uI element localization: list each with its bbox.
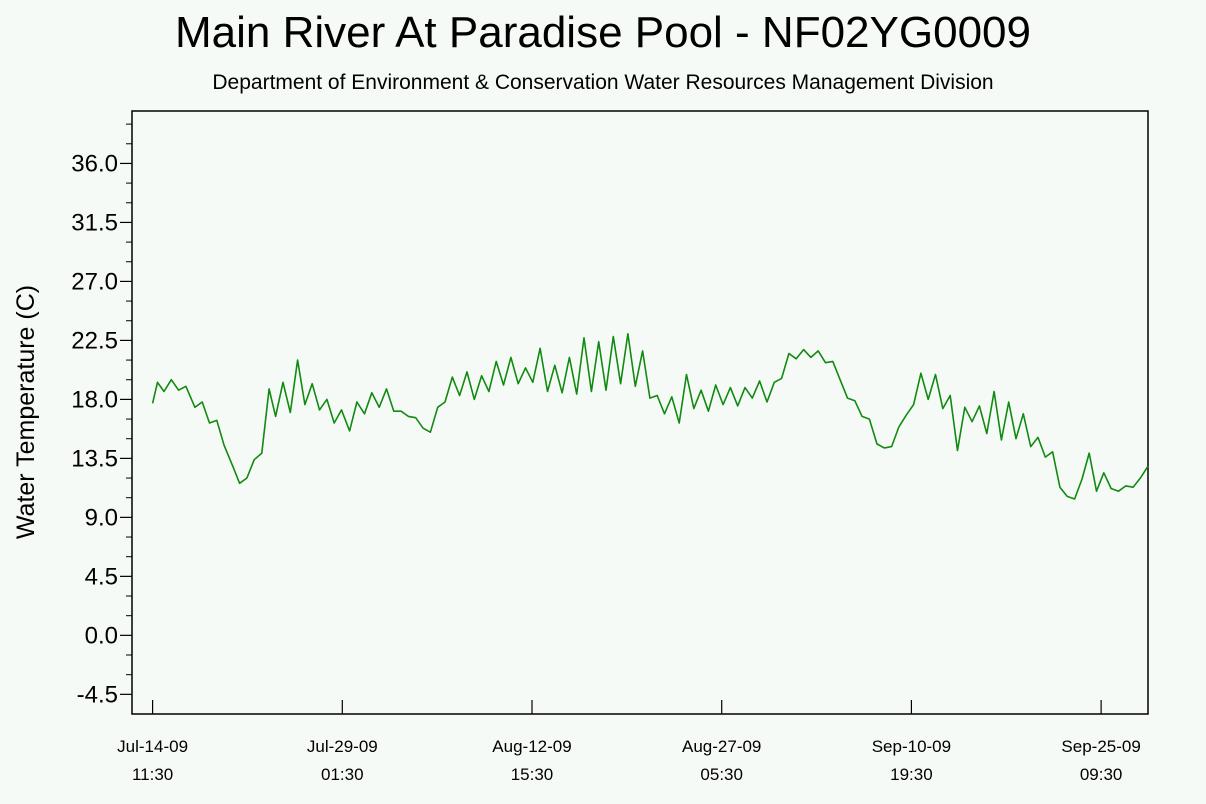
x-tick-label-date: Aug-27-09 — [682, 737, 761, 756]
y-tick-label: 13.5 — [71, 445, 118, 472]
plot-area — [131, 110, 1149, 715]
y-tick-label: -4.5 — [77, 681, 118, 708]
chart-title: Main River At Paradise Pool - NF02YG0009 — [175, 8, 1031, 57]
x-tick-label-time: 05:30 — [700, 765, 743, 784]
y-tick-label: 36.0 — [71, 150, 118, 177]
x-tick-label-time: 11:30 — [132, 765, 173, 784]
y-tick-label: 18.0 — [71, 386, 118, 413]
x-tick-label-date: Aug-12-09 — [492, 737, 571, 756]
y-tick-label: 0.0 — [85, 622, 118, 649]
y-tick-label: 4.5 — [85, 563, 118, 590]
x-axis: Jul-14-09 11:30 Jul-29-09 01:30 Aug-12-09 15:… — [117, 700, 1141, 784]
x-tick-label-date: Sep-10-09 — [872, 737, 951, 756]
x-tick-label-date: Jul-29-09 — [307, 737, 378, 756]
x-tick-label-date: Sep-25-09 — [1061, 737, 1140, 756]
x-tick-label-time: 15:30 — [511, 765, 554, 784]
y-axis: -4.5 0.0 4.5 9.0 13.5 18.0 22.5 27.0 31.5 36.0 — [71, 123, 132, 708]
x-tick-label-time: 09:30 — [1080, 765, 1123, 784]
x-tick-label-time: 19:30 — [890, 765, 933, 784]
y-tick-label: 9.0 — [85, 504, 118, 531]
x-tick-label-time: 01:30 — [321, 765, 364, 784]
y-tick-label: 22.5 — [71, 327, 118, 354]
chart-subtitle: Department of Environment & Conservation… — [212, 71, 994, 94]
x-tick-label-date: Jul-14-09 — [117, 737, 188, 756]
y-tick-label: 27.0 — [71, 268, 118, 295]
series-group — [151, 332, 1149, 500]
y-axis-label: Water Temperature (C) — [12, 285, 40, 539]
y-tick-label: 31.5 — [71, 209, 118, 236]
water-temperature-line — [151, 332, 1149, 500]
